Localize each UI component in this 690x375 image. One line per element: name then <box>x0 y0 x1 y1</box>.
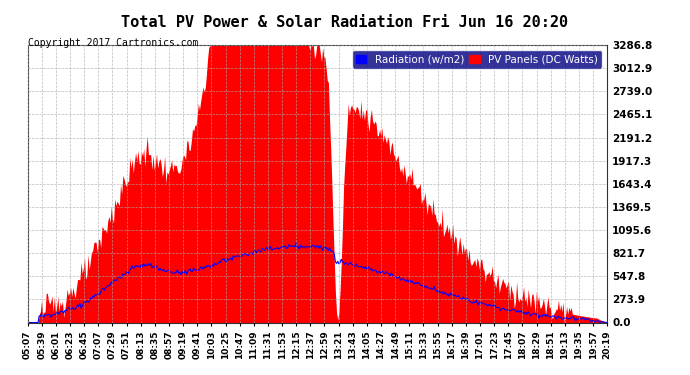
Text: Copyright 2017 Cartronics.com: Copyright 2017 Cartronics.com <box>28 38 198 48</box>
Legend: Radiation (w/m2), PV Panels (DC Watts): Radiation (w/m2), PV Panels (DC Watts) <box>352 50 602 69</box>
Text: Total PV Power & Solar Radiation Fri Jun 16 20:20: Total PV Power & Solar Radiation Fri Jun… <box>121 15 569 30</box>
